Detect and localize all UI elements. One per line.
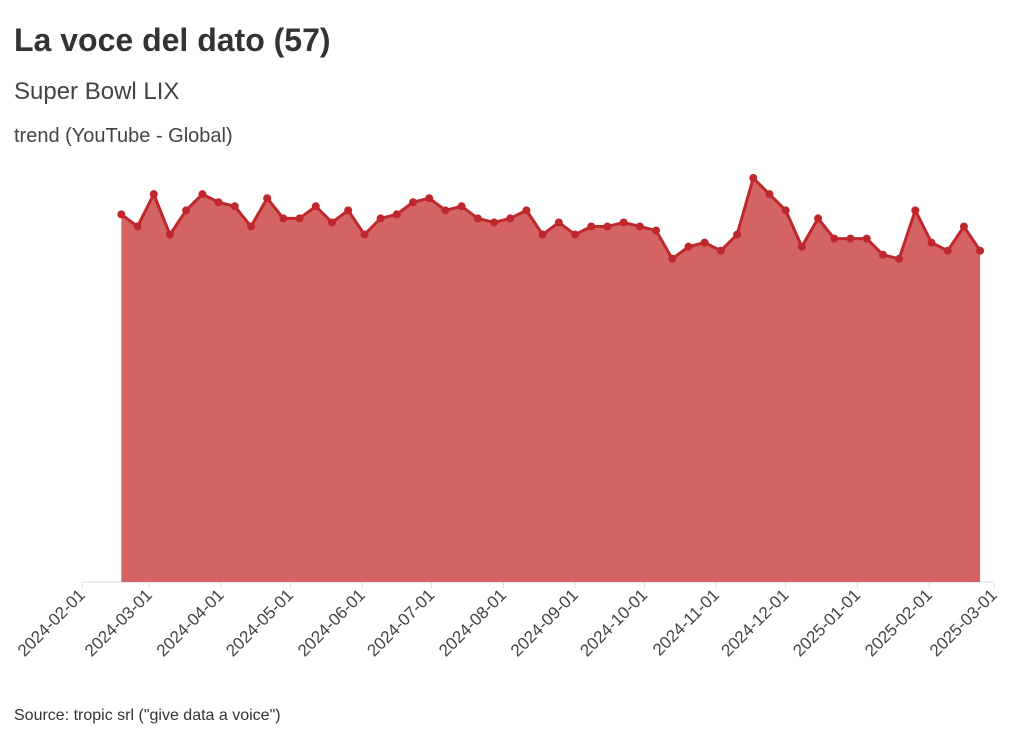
data-point — [700, 238, 709, 247]
chart-subtitle: Super Bowl LIX — [14, 78, 180, 105]
data-point — [117, 210, 126, 219]
data-point — [554, 218, 563, 227]
data-point — [344, 206, 353, 215]
data-point — [230, 202, 239, 211]
data-point — [214, 198, 223, 207]
data-point — [327, 218, 336, 227]
data-point — [198, 190, 207, 199]
x-tick-label: 2024-05-01 — [222, 585, 297, 660]
x-tick-label: 2024-06-01 — [294, 585, 369, 660]
x-tick-label: 2024-10-01 — [576, 585, 651, 660]
source-note: Source: tropic srl ("give data a voice") — [14, 707, 281, 724]
data-point — [814, 214, 823, 223]
x-axis — [81, 581, 995, 588]
data-point — [376, 214, 385, 223]
data-point — [927, 238, 936, 247]
data-point — [635, 222, 644, 231]
data-point — [684, 242, 693, 251]
x-tick-label: 2024-07-01 — [363, 585, 438, 660]
data-point — [182, 206, 191, 215]
series-area — [121, 178, 981, 582]
page-title: La voce del dato (57) — [14, 22, 331, 58]
x-tick-label: 2024-08-01 — [435, 585, 510, 660]
data-point — [862, 234, 871, 243]
series-trend — [117, 174, 985, 582]
data-point — [149, 190, 158, 199]
data-point — [263, 194, 272, 203]
x-tick-label: 2025-03-01 — [926, 585, 1001, 660]
data-point — [311, 202, 320, 211]
data-point — [522, 206, 531, 215]
x-tick-label: 2024-11-01 — [649, 585, 723, 659]
x-tick-label: 2025-01-01 — [789, 585, 864, 660]
data-point — [878, 250, 887, 259]
data-point — [749, 174, 758, 182]
data-point — [603, 222, 612, 231]
data-point — [846, 234, 855, 243]
data-point — [733, 230, 742, 239]
data-point — [911, 206, 920, 215]
x-tick-label: 2024-09-01 — [507, 585, 582, 660]
data-point — [392, 210, 401, 219]
data-point — [279, 214, 288, 223]
data-point — [976, 246, 985, 255]
data-point — [571, 230, 580, 239]
data-point — [360, 230, 369, 239]
data-point — [506, 214, 515, 223]
data-point — [441, 206, 450, 215]
data-point — [409, 198, 418, 207]
data-point — [490, 218, 499, 227]
data-point — [652, 226, 661, 235]
data-point — [619, 218, 628, 227]
data-point — [716, 246, 725, 255]
data-point — [587, 222, 596, 231]
x-tick-labels: 2024-02-012024-03-012024-04-012024-05-01… — [14, 585, 1001, 660]
data-point — [165, 230, 174, 239]
x-tick-label: 2024-12-01 — [718, 585, 793, 660]
series-label: trend (YouTube - Global) — [14, 125, 233, 147]
data-point — [425, 194, 434, 203]
data-point — [895, 254, 904, 263]
x-tick-label: 2025-02-01 — [861, 585, 936, 660]
data-point — [830, 234, 839, 243]
data-point — [246, 222, 255, 231]
data-point — [538, 230, 547, 239]
data-point — [457, 202, 466, 211]
x-tick-label: 2024-03-01 — [81, 585, 156, 660]
x-tick-label: 2024-04-01 — [153, 585, 228, 660]
data-point — [959, 222, 968, 231]
data-point — [781, 206, 790, 215]
data-point — [765, 190, 774, 199]
data-point — [943, 246, 952, 255]
x-tick-label: 2024-02-01 — [14, 585, 89, 660]
data-point — [797, 242, 806, 251]
data-point — [133, 222, 142, 231]
data-point — [668, 254, 677, 263]
data-point — [473, 214, 482, 223]
data-point — [295, 214, 304, 223]
